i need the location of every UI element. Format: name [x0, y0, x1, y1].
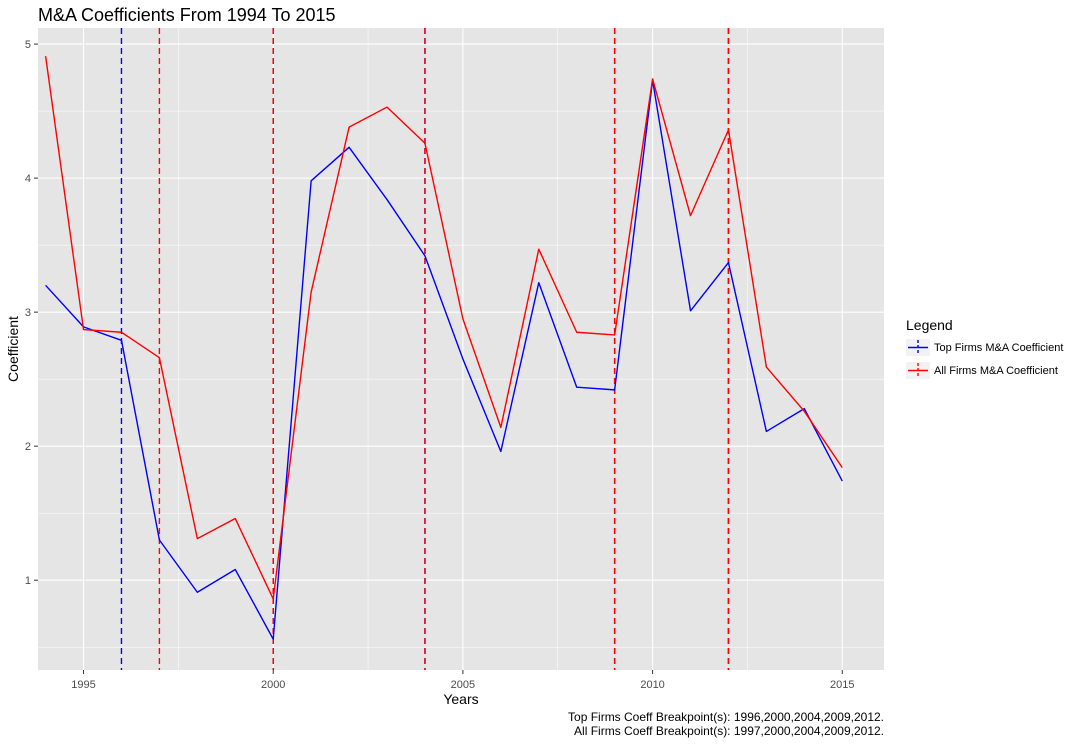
x-tick-label: 2015 — [830, 679, 854, 691]
y-tick-label: 3 — [25, 307, 31, 319]
y-tick-label: 2 — [25, 441, 31, 453]
legend-title: Legend — [906, 317, 953, 333]
chart-title: M&A Coefficients From 1994 To 2015 — [38, 5, 336, 25]
legend-label: All Firms M&A Coefficient — [934, 365, 1058, 377]
series-line-all-firms — [44, 56, 843, 600]
y-tick-label: 4 — [25, 173, 31, 185]
legend: Legend Top Firms M&A Coefficient All Firm… — [906, 317, 1063, 379]
breakpoint-lines — [120, 28, 730, 670]
series-line-top-firms — [45, 79, 843, 640]
axes: 1 2 3 4 5 1995 2000 2005 2010 2015 — [25, 39, 855, 691]
legend-label: Top Firms M&A Coefficient — [934, 342, 1063, 354]
series-lines — [44, 56, 843, 640]
caption-top-firms: Top Firms Coeff Breakpoint(s): 1996,2000… — [568, 710, 884, 724]
minor-grid — [38, 28, 884, 670]
x-tick-label: 2010 — [640, 679, 664, 691]
x-tick-label: 1995 — [71, 679, 95, 691]
caption-all-firms: All Firms Coeff Breakpoint(s): 1997,2000… — [574, 724, 884, 738]
x-tick-label: 2000 — [261, 679, 285, 691]
y-axis-title: Coefficient — [5, 316, 21, 382]
x-tick-label: 2005 — [451, 679, 475, 691]
y-tick-label: 5 — [25, 39, 31, 51]
plot-panel — [38, 28, 884, 670]
y-tick-label: 1 — [25, 575, 31, 587]
x-axis-title: Years — [443, 691, 478, 707]
